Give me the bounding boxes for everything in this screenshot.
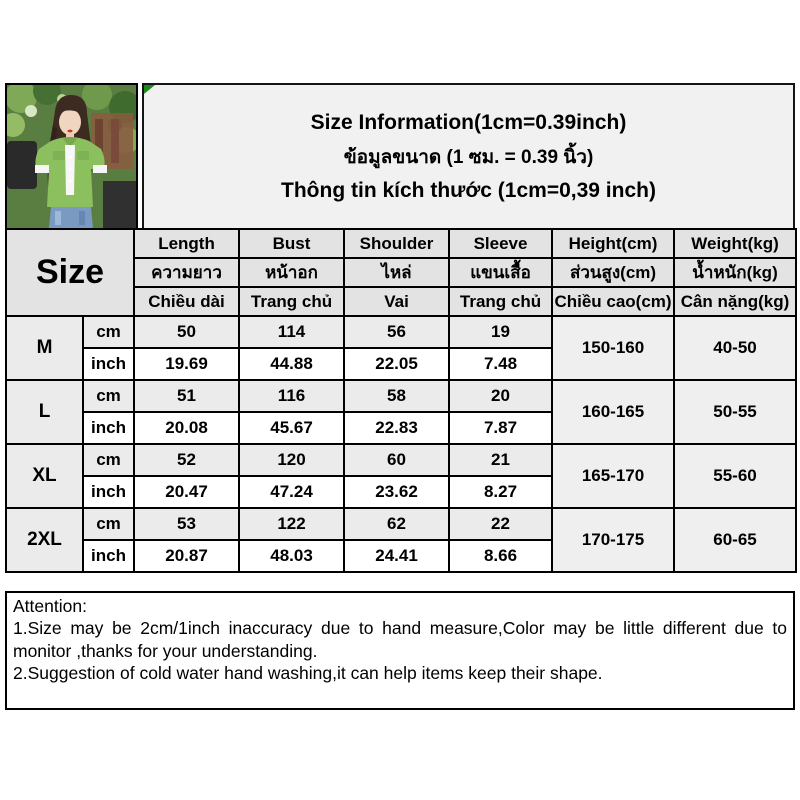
measurement-cell: 21 xyxy=(448,443,554,477)
header-shoulder-th: ไหล่ xyxy=(343,257,451,288)
title-thai: ข้อมูลขนาด (1 ซม. = 0.39 นิ้ว) xyxy=(343,146,594,168)
header-length-en: Length xyxy=(133,228,241,259)
height-range-cell: 150-160 xyxy=(551,315,676,381)
measurement-cell: 19 xyxy=(448,315,554,349)
unit-cell: inch xyxy=(81,539,136,573)
attention-heading: Attention: xyxy=(13,596,87,616)
measurement-cell: 7.48 xyxy=(448,347,554,381)
unit-cell: cm xyxy=(81,443,136,477)
measurement-cell: 44.88 xyxy=(238,347,346,381)
weight-range-cell: 55-60 xyxy=(673,443,798,509)
measurement-cell: 60 xyxy=(343,443,451,477)
unit-cell: inch xyxy=(81,411,136,445)
measurement-cell: 45.67 xyxy=(238,411,346,445)
corner-marker-icon xyxy=(144,85,155,94)
header-weight-en: Weight(kg) xyxy=(673,228,798,259)
measurement-cell: 20.08 xyxy=(133,411,241,445)
measurement-cell: 51 xyxy=(133,379,241,413)
header-weight-vi: Cân nặng(kg) xyxy=(673,286,798,317)
measurement-cell: 20 xyxy=(448,379,554,413)
header-bust-vi: Trang chủ xyxy=(238,286,346,317)
measurement-cell: 22 xyxy=(448,507,554,541)
attention-note: Attention: 1.Size may be 2cm/1inch inacc… xyxy=(5,591,795,710)
header-sleeve-th: แขนเสื้อ xyxy=(448,257,554,288)
measurement-cell: 7.87 xyxy=(448,411,554,445)
height-range-cell: 160-165 xyxy=(551,379,676,445)
size-table: Size Length Bust Shoulder Sleeve Height(… xyxy=(4,228,798,573)
attention-item-2: 2.Suggestion of cold water hand washing,… xyxy=(13,663,603,684)
attention-item-1: 1.Size may be 2cm/1inch inaccuracy due t… xyxy=(13,618,787,661)
weight-range-cell: 60-65 xyxy=(673,507,798,573)
height-range-cell: 170-175 xyxy=(551,507,676,573)
measurement-cell: 8.66 xyxy=(448,539,554,573)
size-info-header: Size Information(1cm=0.39inch) ข้อมูลขนา… xyxy=(142,83,795,230)
measurement-cell: 114 xyxy=(238,315,346,349)
measurement-cell: 48.03 xyxy=(238,539,346,573)
measurement-cell: 120 xyxy=(238,443,346,477)
measurement-cell: 19.69 xyxy=(133,347,241,381)
unit-cell: cm xyxy=(81,507,136,541)
size-header-cell: Size xyxy=(4,228,136,317)
header-length-vi: Chiều dài xyxy=(133,286,241,317)
measurement-cell: 122 xyxy=(238,507,346,541)
header-height-vi: Chiều cao(cm) xyxy=(551,286,676,317)
measurement-cell: 22.05 xyxy=(343,347,451,381)
weight-range-cell: 50-55 xyxy=(673,379,798,445)
measurement-cell: 56 xyxy=(343,315,451,349)
measurement-cell: 20.47 xyxy=(133,475,241,509)
measurement-cell: 23.62 xyxy=(343,475,451,509)
size-label-cell: M xyxy=(5,315,84,381)
measurement-cell: 53 xyxy=(133,507,241,541)
header-weight-th: น้ำหนัก(kg) xyxy=(673,257,798,288)
header-length-th: ความยาว xyxy=(133,257,241,288)
header-shoulder-en: Shoulder xyxy=(343,228,451,259)
measurement-cell: 116 xyxy=(238,379,346,413)
height-range-cell: 165-170 xyxy=(551,443,676,509)
header-sleeve-en: Sleeve xyxy=(448,228,554,259)
measurement-cell: 22.83 xyxy=(343,411,451,445)
header-bust-th: หน้าอก xyxy=(238,257,346,288)
size-label-cell: L xyxy=(5,379,84,445)
measurement-cell: 8.27 xyxy=(448,475,554,509)
header-sleeve-vi: Trang chủ xyxy=(448,286,554,317)
unit-cell: cm xyxy=(81,315,136,349)
measurement-cell: 58 xyxy=(343,379,451,413)
title-vietnamese: Thông tin kích thước (1cm=0,39 inch) xyxy=(281,178,656,202)
measurement-cell: 62 xyxy=(343,507,451,541)
product-photo-illustration xyxy=(7,85,136,228)
product-photo xyxy=(5,83,138,230)
measurement-cell: 24.41 xyxy=(343,539,451,573)
measurement-cell: 20.87 xyxy=(133,539,241,573)
weight-range-cell: 40-50 xyxy=(673,315,798,381)
measurement-cell: 47.24 xyxy=(238,475,346,509)
measurement-cell: 50 xyxy=(133,315,241,349)
size-label-cell: 2XL xyxy=(5,507,84,573)
measurement-cell: 52 xyxy=(133,443,241,477)
unit-cell: inch xyxy=(81,475,136,509)
title-english: Size Information(1cm=0.39inch) xyxy=(310,110,627,134)
header-height-th: ส่วนสูง(cm) xyxy=(551,257,676,288)
header-height-en: Height(cm) xyxy=(551,228,676,259)
unit-cell: cm xyxy=(81,379,136,413)
unit-cell: inch xyxy=(81,347,136,381)
header-bust-en: Bust xyxy=(238,228,346,259)
size-label-cell: XL xyxy=(5,443,84,509)
header-shoulder-vi: Vai xyxy=(343,286,451,317)
